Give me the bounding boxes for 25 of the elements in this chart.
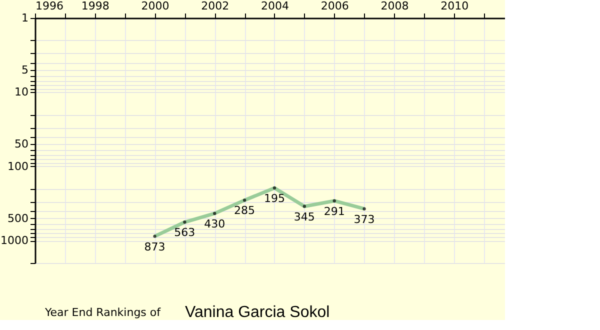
data-label: 291: [324, 204, 345, 218]
y-tick-label: 100: [8, 160, 28, 173]
y-tick-label: 500: [8, 212, 28, 225]
y-tick-label: 5: [22, 63, 28, 76]
x-tick-label: 2010: [440, 0, 469, 12]
x-tick-label: 2008: [380, 0, 409, 12]
x-tick-label: 1996: [36, 0, 64, 12]
x-tick-label: 1998: [81, 0, 110, 12]
data-label: 563: [174, 226, 196, 240]
y-tick-label: 1: [22, 12, 28, 24]
y-tick-label: 1000: [0, 234, 28, 248]
text: Vanina Garcia Sokol: [185, 304, 330, 321]
data-label: 195: [264, 192, 285, 205]
x-tick-label: 2006: [320, 0, 349, 12]
text: Year End Rankings of: [44, 306, 162, 319]
y-tick-label: 50: [14, 138, 28, 151]
data-label: 873: [144, 240, 166, 254]
data-label: 373: [354, 212, 375, 226]
data-label: 430: [204, 217, 226, 230]
x-tick-label: 2004: [260, 0, 289, 12]
y-tick-label: 10: [14, 86, 28, 99]
x-tick-label: 2002: [201, 0, 230, 12]
x-tick-label: 2000: [141, 0, 170, 12]
data-label: 345: [294, 210, 315, 224]
data-label: 285: [234, 204, 256, 218]
